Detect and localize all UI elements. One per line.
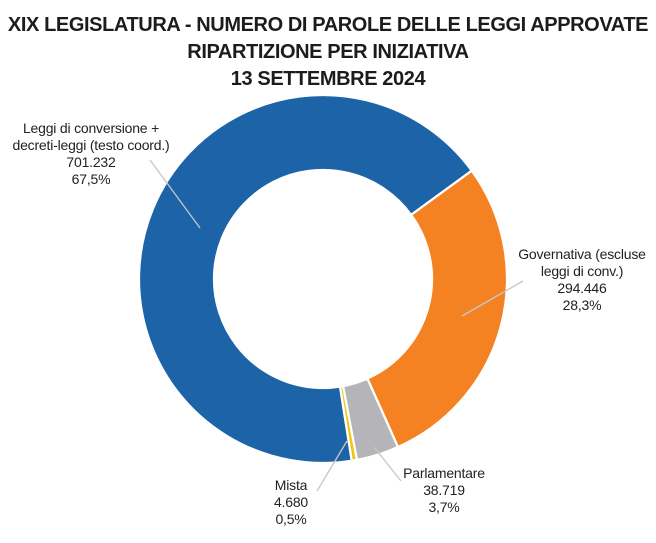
slice-label-parlamentare: Parlamentare 38.719 3,7% — [393, 465, 495, 516]
slice-label-line: 294.446 — [557, 280, 607, 296]
chart-title-line-1: XIX LEGISLATURA - NUMERO DI PAROLE DELLE… — [7, 14, 649, 36]
slice-label-line: 28,3% — [562, 297, 602, 313]
slice-label-line: Governativa (escluse — [518, 246, 646, 262]
donut-slice-governativa — [365, 169, 509, 449]
slice-label-line: 3,7% — [428, 499, 460, 515]
slice-label-line: Leggi di conversione + — [22, 120, 160, 136]
leader-line-parlamentare — [373, 446, 402, 482]
slice-label-line: 4.680 — [273, 494, 309, 510]
chart-title: XIX LEGISLATURA - NUMERO DI PAROLE DELLE… — [0, 12, 656, 93]
slice-label-line: leggi di conv.) — [540, 263, 624, 279]
leader-line-leggi-di-conversione — [149, 159, 201, 229]
leader-line-governativa — [461, 280, 524, 317]
chart-title-line-2: RIPARTIZIONE PER INIZIATIVA — [187, 41, 469, 63]
slice-label-line: 701.232 — [66, 154, 116, 170]
slice-label-line: 0,5% — [275, 511, 307, 527]
donut-slice-leggi-di-conversione — [137, 93, 474, 465]
donut-slice-mista — [338, 384, 359, 463]
slice-label-line: decreti-leggi (testo coord.) — [12, 137, 170, 153]
slice-label-line: Mista — [274, 477, 308, 493]
slice-label-mista: Mista 4.680 0,5% — [245, 477, 337, 528]
slice-label-leggi-di-conversione: Leggi di conversione + decreti-leggi (tes… — [4, 120, 178, 188]
slice-label-line: 38.719 — [423, 482, 465, 498]
slice-label-governativa: Governativa (escluse leggi di conv.) 294.4… — [507, 246, 656, 314]
slice-label-line: Parlamentare — [403, 465, 485, 481]
leader-line-mista — [316, 440, 348, 492]
chart-title-line-3: 13 SETTEMBRE 2024 — [230, 68, 426, 90]
slice-label-line: 67,5% — [71, 171, 111, 187]
